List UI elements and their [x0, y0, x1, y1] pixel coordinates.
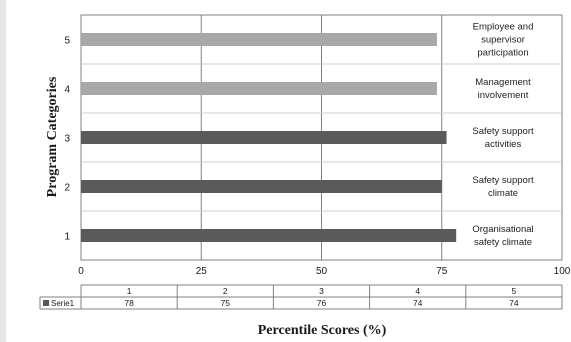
- bar: [81, 229, 457, 242]
- category-annotations: Organisational safety climate Safety suppo…: [472, 22, 534, 249]
- category-tick-labels: 1 2 3 4 5: [64, 36, 70, 243]
- legend-swatch: [43, 300, 49, 306]
- category-tick-label: 5: [64, 36, 70, 47]
- category-tick-label: 1: [64, 232, 70, 243]
- x-tick-label: 0: [78, 266, 84, 277]
- y-axis-title: Program Categories: [45, 76, 60, 197]
- bar: [81, 33, 437, 46]
- category-annotation-line: participation: [477, 48, 528, 59]
- table-header-cell: 3: [319, 286, 324, 296]
- table-header-cell: 4: [415, 286, 420, 296]
- category-annotation-line: Safety support: [472, 175, 534, 186]
- bars: [81, 33, 457, 242]
- x-tick-label: 50: [316, 266, 328, 277]
- table-header-cell: 5: [512, 286, 517, 296]
- category-annotation-line: Management: [475, 77, 531, 88]
- x-axis-title: Percentile Scores (%): [258, 323, 387, 338]
- category-annotation-line: Safety support: [472, 126, 534, 137]
- x-tick-labels: 0 25 50 75 100: [78, 266, 571, 277]
- left-margin-bar: [0, 0, 6, 342]
- bar: [81, 131, 447, 144]
- table-cell: 74: [509, 298, 519, 308]
- category-annotation-line: activities: [485, 139, 522, 150]
- table-header-cell: 1: [127, 286, 132, 296]
- table-header-cell: 2: [223, 286, 228, 296]
- x-tick-label: 25: [196, 266, 208, 277]
- category-annotation-line: safety climate: [474, 237, 532, 248]
- category-tick-label: 2: [64, 183, 70, 194]
- table-cell: 76: [317, 298, 327, 308]
- data-table: 1 2 3 4 5 Serie1 78 75 76 74 74: [39, 284, 563, 310]
- table-cell: 74: [413, 298, 423, 308]
- table-row-label: Serie1: [51, 299, 75, 308]
- category-annotation-line: Organisational: [472, 224, 533, 235]
- category-annotation-line: supervisor: [481, 35, 525, 46]
- table-cell: 75: [221, 298, 231, 308]
- category-annotation-line: involvement: [478, 90, 529, 101]
- category-tick-label: 4: [64, 85, 70, 96]
- bar: [81, 180, 442, 193]
- table-cell: 78: [124, 298, 134, 308]
- category-tick-label: 3: [64, 134, 70, 145]
- x-tick-label: 100: [554, 266, 571, 277]
- category-annotation-line: Employee and: [473, 22, 534, 33]
- category-annotation-line: climate: [488, 188, 518, 199]
- x-tick-label: 75: [436, 266, 448, 277]
- bar: [81, 82, 437, 95]
